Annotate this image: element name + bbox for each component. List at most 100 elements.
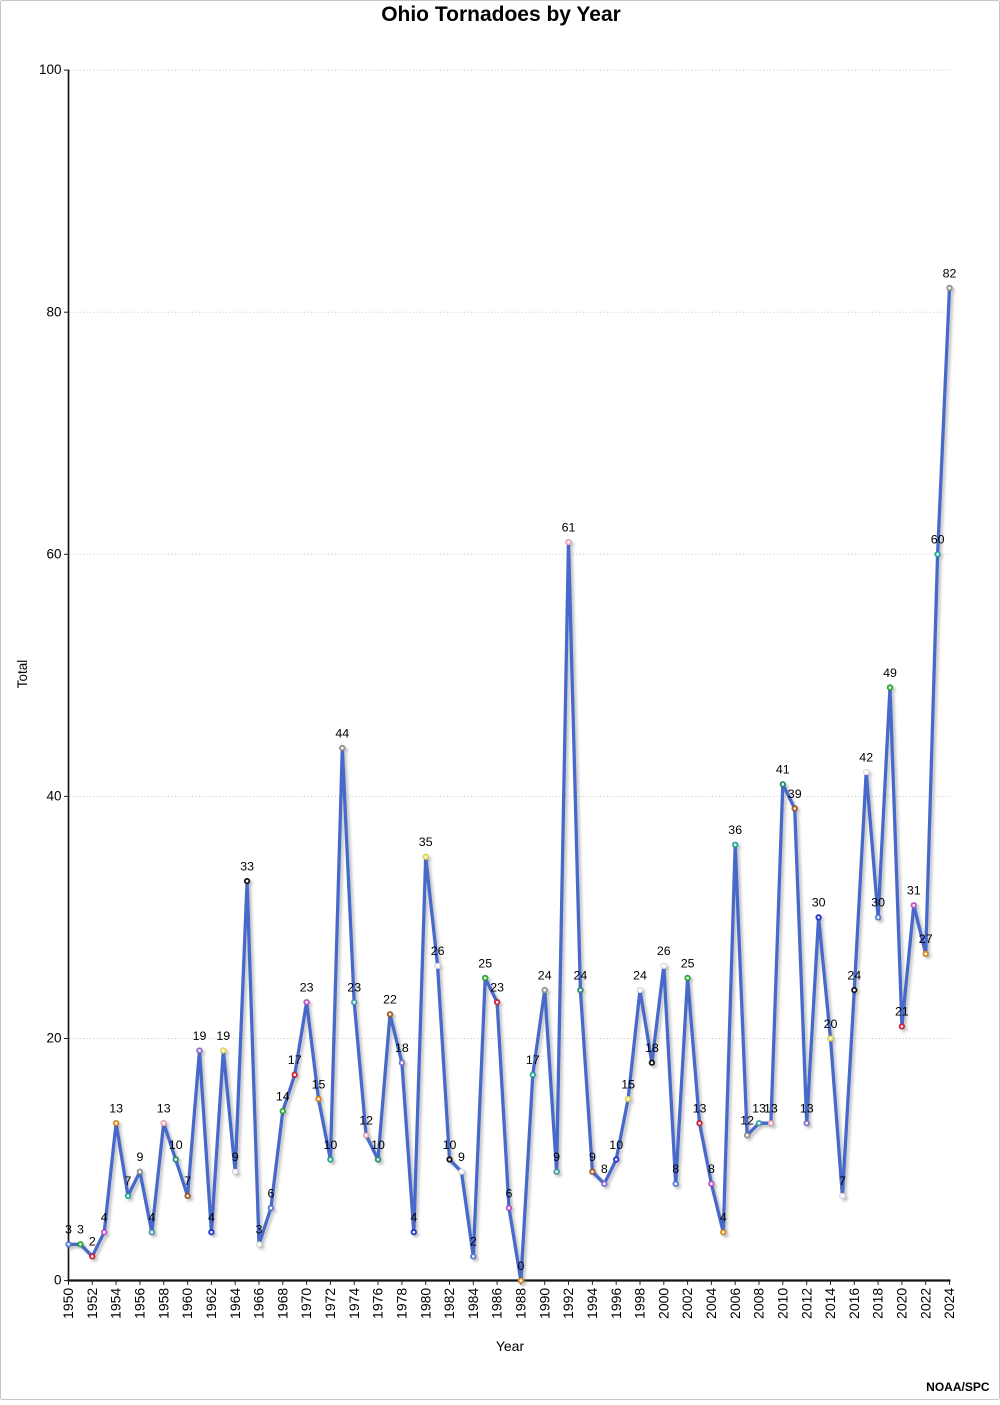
svg-text:36: 36 (728, 823, 742, 837)
svg-text:2000: 2000 (655, 1288, 671, 1319)
svg-text:7: 7 (184, 1174, 191, 1188)
svg-text:20: 20 (824, 1017, 838, 1031)
svg-text:1970: 1970 (298, 1288, 314, 1319)
svg-text:1998: 1998 (632, 1288, 648, 1319)
svg-text:1992: 1992 (560, 1288, 576, 1319)
svg-text:15: 15 (621, 1077, 635, 1091)
svg-text:1964: 1964 (227, 1288, 243, 1319)
svg-text:13: 13 (800, 1102, 814, 1116)
svg-text:100: 100 (39, 62, 62, 77)
svg-text:17: 17 (288, 1053, 302, 1067)
svg-text:2024: 2024 (941, 1288, 957, 1319)
svg-text:6: 6 (267, 1186, 274, 1200)
svg-text:2022: 2022 (917, 1288, 933, 1319)
svg-text:24: 24 (633, 968, 647, 982)
svg-text:33: 33 (240, 859, 254, 873)
svg-text:1994: 1994 (584, 1288, 600, 1319)
svg-text:1978: 1978 (394, 1288, 410, 1319)
svg-text:13: 13 (693, 1102, 707, 1116)
svg-text:7: 7 (839, 1174, 846, 1188)
svg-text:18: 18 (645, 1041, 659, 1055)
svg-text:1960: 1960 (179, 1288, 195, 1319)
svg-text:31: 31 (907, 884, 921, 898)
svg-text:10: 10 (443, 1138, 457, 1152)
svg-text:44: 44 (335, 726, 349, 740)
svg-text:2010: 2010 (774, 1288, 790, 1319)
svg-text:15: 15 (312, 1077, 326, 1091)
svg-text:25: 25 (478, 956, 492, 970)
svg-text:9: 9 (589, 1150, 596, 1164)
svg-text:1966: 1966 (251, 1288, 267, 1319)
svg-text:10: 10 (371, 1138, 385, 1152)
svg-text:2012: 2012 (798, 1288, 814, 1319)
svg-text:9: 9 (458, 1150, 465, 1164)
svg-text:24: 24 (538, 968, 552, 982)
svg-text:1952: 1952 (84, 1288, 100, 1319)
svg-text:80: 80 (46, 304, 61, 319)
svg-text:2018: 2018 (870, 1288, 886, 1319)
svg-text:12: 12 (359, 1114, 373, 1128)
svg-text:9: 9 (232, 1150, 239, 1164)
svg-text:23: 23 (300, 981, 314, 995)
svg-text:27: 27 (919, 932, 933, 946)
svg-text:9: 9 (553, 1150, 560, 1164)
svg-text:NOAA/SPC: NOAA/SPC (926, 1380, 990, 1394)
svg-text:13: 13 (752, 1102, 766, 1116)
svg-text:20: 20 (46, 1031, 61, 1046)
svg-text:1990: 1990 (536, 1288, 552, 1319)
svg-text:82: 82 (943, 266, 957, 280)
svg-text:1968: 1968 (274, 1288, 290, 1319)
svg-text:41: 41 (776, 763, 790, 777)
svg-text:Year: Year (496, 1338, 525, 1354)
svg-text:1988: 1988 (513, 1288, 529, 1319)
svg-text:2020: 2020 (894, 1288, 910, 1319)
svg-text:49: 49 (883, 666, 897, 680)
svg-text:2004: 2004 (703, 1288, 719, 1319)
svg-text:1962: 1962 (203, 1288, 219, 1319)
svg-text:2008: 2008 (751, 1288, 767, 1319)
svg-text:3: 3 (65, 1223, 72, 1237)
svg-text:9: 9 (136, 1150, 143, 1164)
svg-text:23: 23 (490, 981, 504, 995)
svg-text:10: 10 (324, 1138, 338, 1152)
svg-text:7: 7 (125, 1174, 132, 1188)
svg-text:24: 24 (574, 968, 588, 982)
svg-text:0: 0 (517, 1259, 524, 1273)
svg-text:2014: 2014 (822, 1288, 838, 1319)
svg-text:1982: 1982 (441, 1288, 457, 1319)
svg-text:8: 8 (601, 1162, 608, 1176)
svg-text:1972: 1972 (322, 1288, 338, 1319)
svg-text:1974: 1974 (346, 1288, 362, 1319)
svg-text:1956: 1956 (132, 1288, 148, 1319)
svg-text:35: 35 (419, 835, 433, 849)
svg-text:2006: 2006 (727, 1288, 743, 1319)
svg-text:Ohio Tornadoes by Year: Ohio Tornadoes by Year (381, 3, 621, 26)
svg-text:30: 30 (871, 896, 885, 910)
svg-text:24: 24 (847, 968, 861, 982)
svg-text:19: 19 (193, 1029, 207, 1043)
svg-text:4: 4 (101, 1211, 108, 1225)
svg-text:1986: 1986 (489, 1288, 505, 1319)
svg-text:26: 26 (657, 944, 671, 958)
svg-text:12: 12 (740, 1114, 754, 1128)
svg-text:4: 4 (148, 1211, 155, 1225)
svg-text:2: 2 (470, 1235, 477, 1249)
svg-text:1984: 1984 (465, 1288, 481, 1319)
svg-text:61: 61 (562, 521, 576, 535)
svg-text:0: 0 (54, 1273, 62, 1288)
svg-text:30: 30 (812, 896, 826, 910)
svg-text:23: 23 (347, 981, 361, 995)
svg-text:26: 26 (431, 944, 445, 958)
svg-text:22: 22 (383, 993, 397, 1007)
svg-text:25: 25 (681, 956, 695, 970)
svg-text:1958: 1958 (155, 1288, 171, 1319)
svg-text:14: 14 (276, 1089, 290, 1103)
svg-text:19: 19 (216, 1029, 230, 1043)
svg-text:1954: 1954 (108, 1288, 124, 1319)
svg-text:13: 13 (109, 1102, 123, 1116)
svg-text:21: 21 (895, 1005, 909, 1019)
svg-text:4: 4 (410, 1211, 417, 1225)
svg-text:13: 13 (764, 1102, 778, 1116)
svg-text:8: 8 (672, 1162, 679, 1176)
svg-text:4: 4 (208, 1211, 215, 1225)
